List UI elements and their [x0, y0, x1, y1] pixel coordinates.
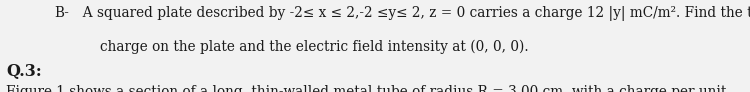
Text: B-: B- [55, 6, 70, 20]
Text: charge on the plate and the electric field intensity at (0, 0, 0).: charge on the plate and the electric fie… [100, 40, 530, 54]
Text: A squared plate described by -2≤ x ≤ 2,-2 ≤y≤ 2, z = 0 carries a charge 12 |y| m: A squared plate described by -2≤ x ≤ 2,-… [74, 6, 750, 21]
Text: Figure.1 shows a section of a long, thin-walled metal tube of radius R = 3.00 cm: Figure.1 shows a section of a long, thin… [6, 85, 726, 92]
Text: Q.3:: Q.3: [6, 63, 42, 80]
